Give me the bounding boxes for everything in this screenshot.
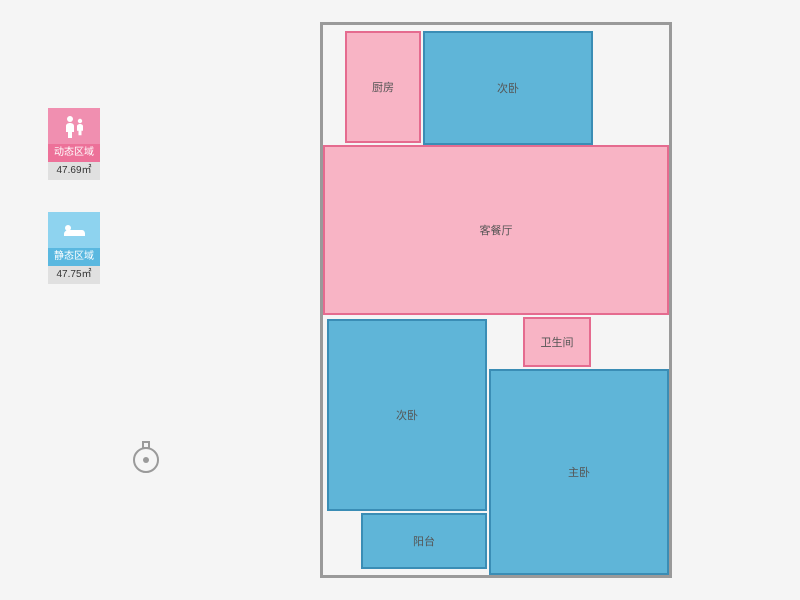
legend: 动态区域 47.69㎡ 静态区域 47.75㎡ [48,108,100,316]
people-icon [48,108,100,144]
room-次卧: 次卧 [327,319,487,511]
compass-icon [128,440,164,481]
room-阳台: 阳台 [361,513,487,569]
room-主卧: 主卧 [489,369,669,575]
room-客餐厅: 客餐厅 [323,145,669,315]
legend-item-dynamic: 动态区域 47.69㎡ [48,108,100,180]
room-label: 阳台 [413,533,435,549]
legend-label-static: 静态区域 [48,248,100,266]
room-label: 客餐厅 [480,222,513,238]
room-厨房: 厨房 [345,31,421,143]
room-label: 卫生间 [541,334,574,350]
room-次卧: 次卧 [423,31,593,145]
room-label: 厨房 [372,79,394,95]
legend-label-dynamic: 动态区域 [48,144,100,162]
legend-value-static: 47.75㎡ [48,266,100,284]
legend-value-dynamic: 47.69㎡ [48,162,100,180]
legend-item-static: 静态区域 47.75㎡ [48,212,100,284]
room-卫生间: 卫生间 [523,317,591,367]
floorplan: 厨房次卧客餐厅卫生间次卧主卧阳台 [320,22,672,578]
room-label: 次卧 [497,80,519,96]
sleep-icon [48,212,100,248]
room-label: 主卧 [568,464,590,480]
room-label: 次卧 [396,407,418,423]
